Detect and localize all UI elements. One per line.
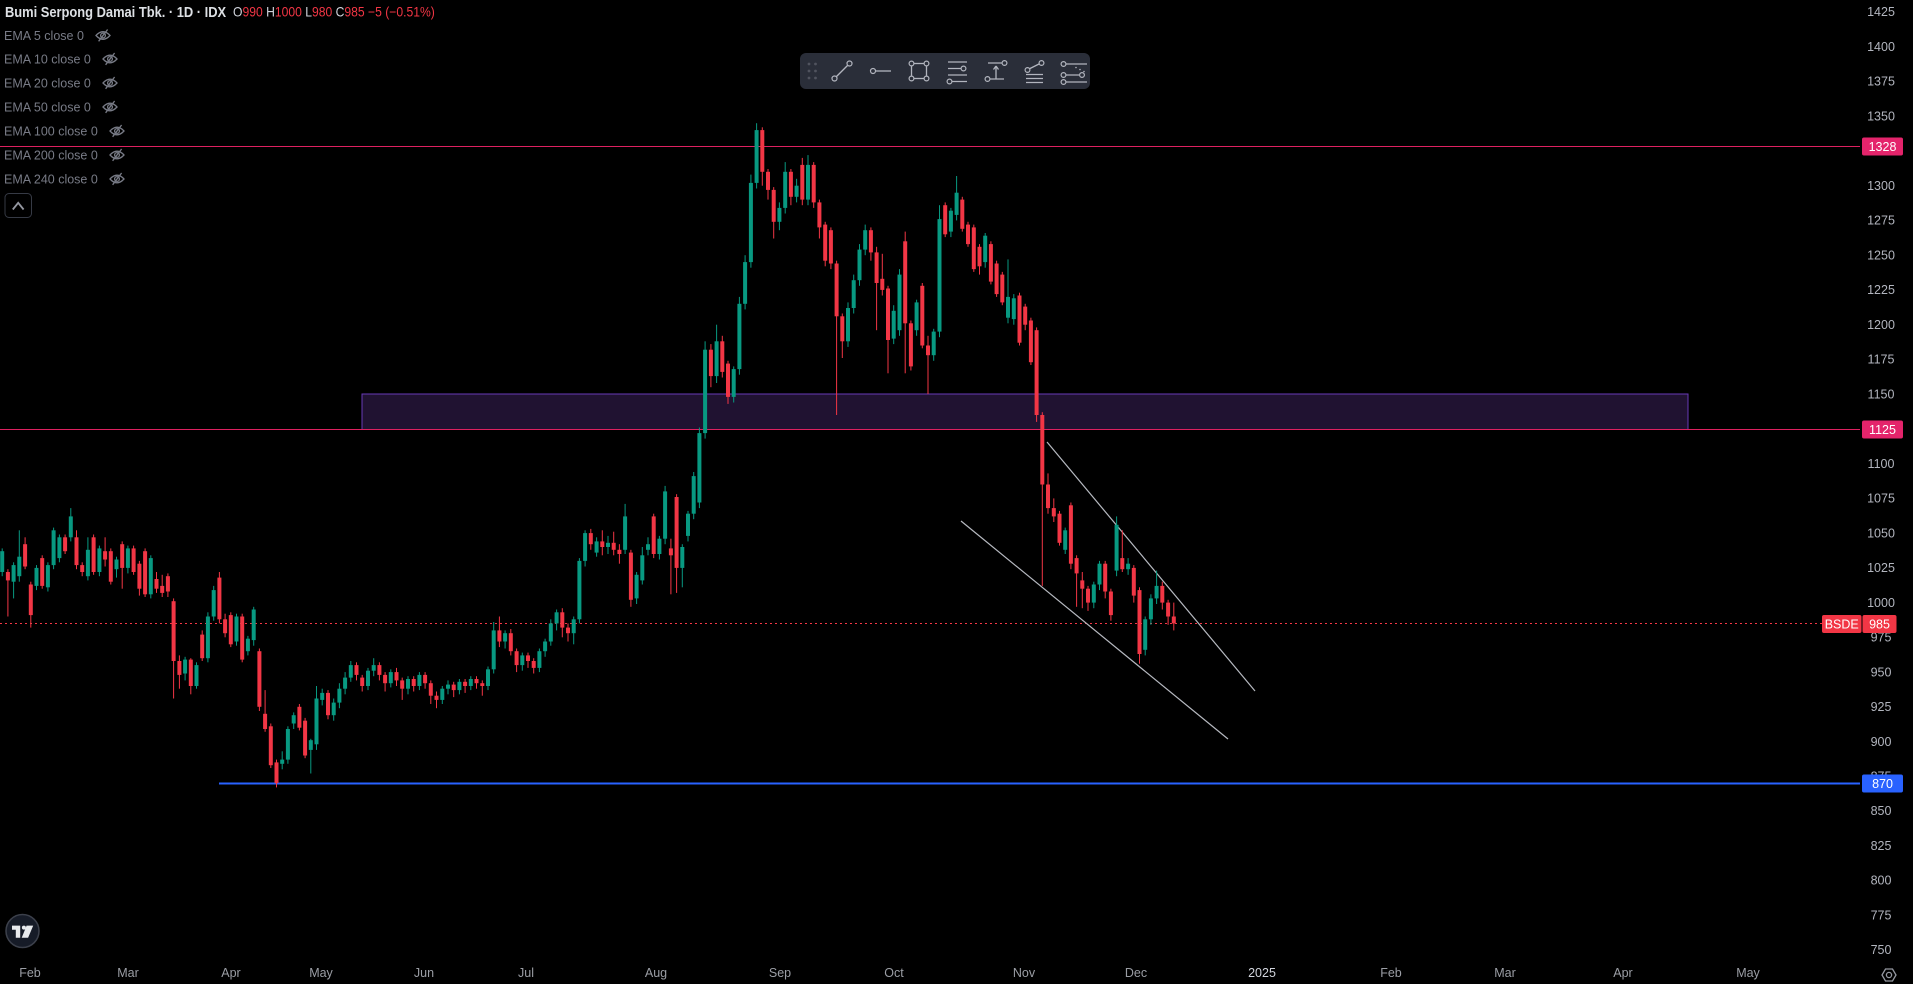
svg-text:850: 850 <box>1871 804 1892 818</box>
svg-text:Apr: Apr <box>1613 966 1632 980</box>
svg-text:EMA 240 close 0: EMA 240 close 0 <box>4 172 98 186</box>
svg-text:1250: 1250 <box>1867 248 1895 262</box>
svg-text:1425: 1425 <box>1867 5 1895 19</box>
svg-text:1050: 1050 <box>1867 526 1895 540</box>
svg-text:1100: 1100 <box>1868 457 1895 471</box>
svg-text:1350: 1350 <box>1867 109 1895 123</box>
svg-text:EMA 200 close 0: EMA 200 close 0 <box>4 148 98 162</box>
svg-text:1025: 1025 <box>1867 561 1895 575</box>
svg-text:BSDE: BSDE <box>1825 617 1859 631</box>
svg-text:1275: 1275 <box>1867 214 1895 228</box>
svg-text:May: May <box>309 966 333 980</box>
svg-text:Apr: Apr <box>221 966 240 980</box>
svg-text:1300: 1300 <box>1867 179 1895 193</box>
svg-text:Nov: Nov <box>1013 966 1036 980</box>
svg-text:825: 825 <box>1871 839 1892 853</box>
svg-text:1075: 1075 <box>1867 492 1895 506</box>
svg-text:Jul: Jul <box>518 966 534 980</box>
svg-text:975: 975 <box>1871 631 1892 645</box>
svg-text:985: 985 <box>1869 617 1890 631</box>
svg-text:EMA 50 close 0: EMA 50 close 0 <box>4 100 91 114</box>
svg-text:1225: 1225 <box>1867 283 1895 297</box>
svg-text:Aug: Aug <box>645 966 667 980</box>
svg-text:EMA 10 close 0: EMA 10 close 0 <box>4 52 91 66</box>
svg-text:750: 750 <box>1871 943 1892 957</box>
svg-text:EMA 20 close 0: EMA 20 close 0 <box>4 76 91 90</box>
svg-text:1000: 1000 <box>1867 596 1895 610</box>
svg-text:Mar: Mar <box>1494 966 1516 980</box>
svg-text:EMA 100 close 0: EMA 100 close 0 <box>4 124 98 138</box>
svg-text:800: 800 <box>1871 874 1892 888</box>
svg-text:1375: 1375 <box>1867 75 1895 89</box>
svg-text:EMA 5 close 0: EMA 5 close 0 <box>4 29 84 43</box>
svg-text:775: 775 <box>1871 909 1892 923</box>
svg-text:Feb: Feb <box>1380 966 1402 980</box>
svg-text:Jun: Jun <box>414 966 434 980</box>
svg-text:1125: 1125 <box>1869 423 1896 437</box>
svg-text:950: 950 <box>1871 665 1892 679</box>
svg-text:2025: 2025 <box>1248 966 1276 980</box>
svg-text:Feb: Feb <box>19 966 41 980</box>
svg-text:1400: 1400 <box>1867 40 1895 54</box>
svg-text:Bumi Serpong Damai Tbk. · 1D ·: Bumi Serpong Damai Tbk. · 1D · IDX <box>5 3 227 20</box>
svg-text:1150: 1150 <box>1868 387 1895 401</box>
svg-text:Sep: Sep <box>769 966 791 980</box>
svg-text:925: 925 <box>1871 700 1892 714</box>
svg-text:1200: 1200 <box>1867 318 1895 332</box>
svg-text:May: May <box>1736 966 1760 980</box>
svg-text:Oct: Oct <box>884 966 904 980</box>
svg-text:1175: 1175 <box>1868 353 1895 367</box>
svg-text:Dec: Dec <box>1125 966 1147 980</box>
svg-text:870: 870 <box>1872 777 1893 791</box>
svg-text:Mar: Mar <box>117 966 139 980</box>
svg-text:900: 900 <box>1871 735 1892 749</box>
svg-text:1328: 1328 <box>1869 140 1897 154</box>
svg-text:O990 H1000 L980 C985 −5 (−0.51: O990 H1000 L980 C985 −5 (−0.51%) <box>233 4 435 20</box>
